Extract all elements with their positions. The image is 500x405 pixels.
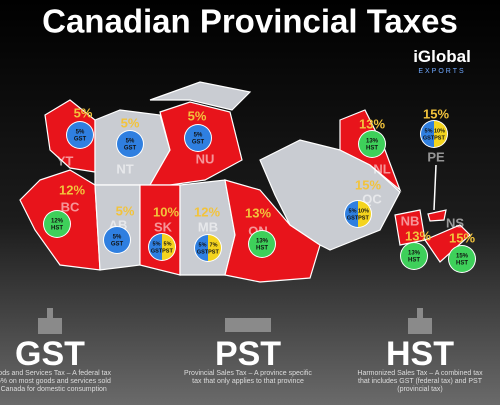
- total-rate: 12%: [59, 182, 85, 197]
- badge-rate: 13%: [366, 139, 379, 145]
- total-rate: 5%: [116, 203, 135, 218]
- total-rate: 12%: [194, 204, 220, 219]
- badge-rate: 7%: [210, 242, 218, 248]
- total-rate: 13%: [359, 116, 385, 131]
- province-code: SK: [154, 219, 173, 234]
- province-code: QC: [362, 191, 382, 206]
- province-code: NS: [446, 215, 464, 230]
- legend-icons: [38, 308, 432, 334]
- badge-half: [434, 121, 447, 147]
- province-code: NB: [401, 213, 420, 228]
- province-code: YT: [57, 153, 74, 168]
- logo-tagline: EXPORTS: [418, 68, 465, 75]
- badge-tax: PST: [162, 248, 173, 254]
- total-rate: 10%: [153, 204, 179, 219]
- badge-tax: GST: [423, 135, 435, 141]
- hst-icon: [408, 318, 432, 334]
- badge-half: [195, 235, 208, 261]
- title: Canadian Provincial Taxes: [42, 3, 458, 40]
- badge-tax: HST: [256, 246, 268, 252]
- total-rate: 15%: [355, 177, 381, 192]
- legend-description: Provincial Sales Tax – A province specif…: [184, 370, 312, 385]
- total-rate: 5%: [74, 105, 93, 120]
- total-rate: 15%: [449, 230, 475, 245]
- total-rate: 13%: [405, 228, 431, 243]
- legend-abbr: GST: [15, 335, 85, 373]
- legend-description: Harmonized Sales Tax – A combined tax th…: [357, 370, 483, 393]
- badge-tax: HST: [51, 226, 63, 232]
- province-code: PE: [427, 149, 445, 164]
- badge-tax: GST: [197, 249, 209, 255]
- badge-tax: HST: [408, 258, 420, 264]
- badge: [67, 122, 93, 148]
- ns-shape: [424, 224, 471, 263]
- badge-tax: GST: [111, 242, 124, 248]
- badge: [117, 131, 143, 157]
- badge-half: [345, 201, 358, 227]
- badge-tax: GST: [74, 137, 87, 143]
- badge-tax: GST: [124, 146, 137, 152]
- badge-rate: 5%: [164, 241, 172, 247]
- total-rate: 5%: [188, 108, 207, 123]
- total-rate: 5%: [121, 115, 140, 130]
- arctic-islands: [149, 81, 252, 111]
- badge-half: [421, 121, 434, 147]
- gst-icon: [38, 318, 62, 334]
- total-rate: 13%: [245, 205, 271, 220]
- gst-icon-tower: [47, 308, 53, 318]
- badge: [185, 125, 211, 151]
- on-shape: [224, 179, 321, 283]
- badge-tax: GST: [151, 248, 163, 254]
- badge-rate: 10%: [434, 128, 445, 134]
- province-code: NU: [196, 151, 215, 166]
- legend-abbr: HST: [386, 335, 454, 373]
- badge-rate: 5%: [153, 241, 161, 247]
- logo-brand: iGlobal: [413, 47, 471, 66]
- badge-tax: PST: [208, 249, 219, 255]
- badge: [449, 246, 475, 272]
- pst-icon: [225, 318, 271, 332]
- badge: [104, 227, 130, 253]
- badge: [401, 243, 427, 269]
- badge-half: [208, 235, 221, 261]
- total-rate: 15%: [423, 106, 449, 121]
- badge-rate: 13%: [408, 251, 421, 257]
- badge-rate: 5%: [113, 235, 122, 241]
- badge-half: [358, 201, 371, 227]
- province-code: NT: [116, 161, 133, 176]
- badge-rate: 5%: [199, 242, 207, 248]
- badge-rate: 5%: [126, 139, 135, 145]
- badge-tax: PST: [358, 215, 369, 221]
- badge-rate: 15%: [456, 254, 469, 260]
- badge-rate: 5%: [349, 208, 357, 214]
- hst-icon-tower: [417, 308, 423, 318]
- badge-tax: HST: [366, 146, 378, 152]
- pe-pointer: [433, 164, 437, 211]
- badge-rate: 5%: [76, 130, 85, 136]
- legend-abbr: PST: [215, 335, 281, 373]
- badge: [44, 211, 70, 237]
- badge-half: [162, 234, 175, 260]
- badge-rate: 12%: [51, 219, 64, 225]
- badge: [359, 131, 385, 157]
- legend-description: Goods and Services Tax – A federal tax o…: [0, 370, 112, 393]
- badge-tax: GST: [347, 215, 359, 221]
- badge-rate: 13%: [256, 239, 269, 245]
- badge-tax: PST: [434, 135, 445, 141]
- badge-tax: GST: [192, 140, 205, 146]
- badge-tax: HST: [456, 261, 468, 267]
- province-code: MB: [198, 219, 218, 234]
- badge-rate: 5%: [194, 133, 203, 139]
- badge-rate: 5%: [425, 128, 433, 134]
- badge-half: [149, 234, 162, 260]
- province-code: NL: [373, 161, 390, 176]
- province-code: BC: [61, 199, 80, 214]
- badge: [249, 231, 275, 257]
- badge-rate: 10%: [358, 208, 369, 214]
- pe-shape: [427, 209, 447, 222]
